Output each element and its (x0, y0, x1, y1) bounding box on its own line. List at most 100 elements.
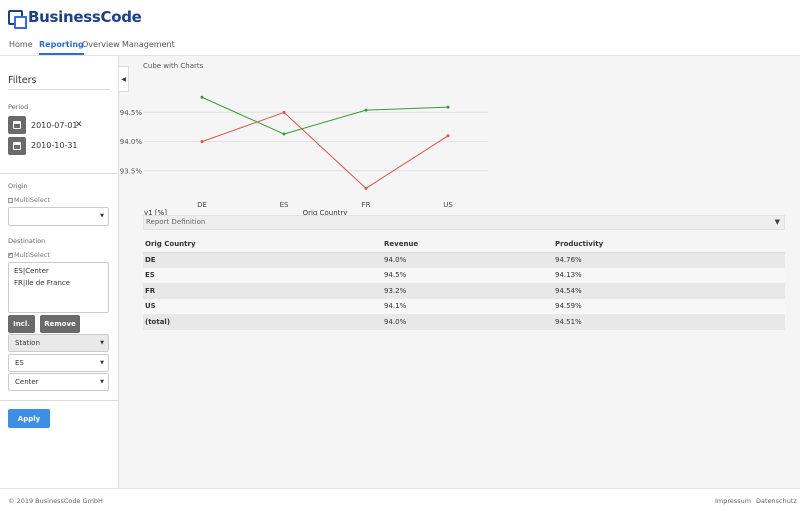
destination-multiselect-label: MultiSelect (14, 251, 50, 259)
line-chart: 94.5% 94.0% 93.5% DE ES FR US Orig Country y1 [%… (120, 95, 488, 217)
data-point (200, 95, 204, 99)
country-select-value: ES (15, 359, 24, 367)
checkbox-checked-icon: ✓ (8, 251, 13, 258)
apply-button[interactable]: Apply (8, 409, 50, 428)
origin-multiselect-checkbox[interactable]: MultiSelect (8, 196, 50, 204)
table-cell: 94.13% (553, 267, 785, 283)
clear-date-icon[interactable]: ✕ (75, 120, 83, 130)
nav-reporting[interactable]: Reporting (39, 40, 84, 55)
period-from-calendar-button[interactable] (8, 116, 26, 134)
chart-title: Cube with Charts (143, 62, 204, 70)
remove-button[interactable]: Remove (40, 315, 80, 333)
y-axis-label: y1 [%] (144, 209, 167, 217)
origin-label: Origin (8, 182, 28, 190)
y-tick-label: 93.5% (120, 167, 142, 175)
brand-name: BusinessCode (28, 8, 142, 26)
column-header[interactable]: Revenue (382, 236, 553, 253)
row-header: DE (143, 252, 382, 268)
filters-title: Filters (8, 75, 37, 86)
divider (0, 400, 118, 401)
x-tick-label: DE (197, 201, 207, 209)
data-point (364, 108, 368, 112)
origin-multiselect-label: MultiSelect (14, 196, 50, 204)
table-row: US 94.1% 94.59% (143, 298, 785, 314)
country-select[interactable]: ES ▼ (8, 354, 109, 372)
data-point (200, 140, 204, 144)
data-point (282, 110, 286, 114)
data-point (446, 105, 450, 109)
app-header: BusinessCode (0, 0, 800, 36)
data-point (446, 134, 450, 138)
report-definition-toggle[interactable]: Report Definition ▼ (143, 215, 785, 230)
series-line (201, 111, 449, 189)
y-tick-label: 94.5% (120, 109, 142, 117)
page-footer: © 2019 BusinessCode GmbH Impressum Daten… (0, 488, 800, 511)
table-cell: 94.51% (553, 314, 785, 330)
destination-multiselect-checkbox[interactable]: ✓ MultiSelect (8, 251, 50, 259)
chevron-left-icon: ◀ (121, 75, 126, 83)
table-row: ES 94.5% 94.13% (143, 267, 785, 283)
row-header: US (143, 298, 382, 314)
table-row: FR 93.2% 94.54% (143, 283, 785, 299)
chevron-down-icon: ▼ (100, 213, 104, 219)
y-tick-label: 94.0% (120, 138, 142, 146)
nav-overview[interactable]: Overview (82, 40, 120, 49)
data-table: Orig Country Revenue Productivity DE 94.… (143, 236, 785, 330)
destination-listbox[interactable]: ES|Center FR|Ile de France (8, 262, 109, 313)
table-cell: 94.5% (382, 267, 553, 283)
table-row: (total) 94.0% 94.51% (143, 314, 785, 330)
list-item[interactable]: FR|Ile de France (14, 279, 71, 287)
destination-label: Destination (8, 237, 46, 245)
divider (8, 89, 110, 90)
station-select-value: Station (15, 339, 40, 347)
data-point (282, 132, 286, 136)
table-cell: 93.2% (382, 283, 553, 299)
list-item[interactable]: ES|Center (14, 267, 49, 275)
series-line (201, 96, 449, 135)
table-row: DE 94.0% 94.76% (143, 252, 785, 268)
main-nav: Home Reporting Overview Management (0, 36, 800, 56)
table-cell: 94.76% (553, 252, 785, 268)
x-tick-label: US (443, 201, 453, 209)
row-header: ES (143, 267, 382, 283)
table-cell: 94.0% (382, 252, 553, 268)
copyright-text: © 2019 BusinessCode GmbH (8, 497, 103, 505)
period-to-calendar-button[interactable] (8, 137, 26, 155)
x-axis-label: Orig Country (303, 209, 348, 217)
period-label: Period (8, 103, 29, 111)
origin-select[interactable]: ▼ (8, 207, 109, 226)
x-tick-label: FR (362, 201, 371, 209)
collapse-sidebar-button[interactable]: ◀ (119, 66, 129, 92)
station-select[interactable]: Station ▼ (8, 334, 109, 352)
triangle-down-icon: ▼ (774, 218, 780, 226)
nav-management[interactable]: Management (122, 40, 175, 49)
period-from-value[interactable]: 2010-07-01 (31, 121, 78, 130)
checkbox-icon (8, 197, 13, 203)
calendar-icon (13, 142, 21, 150)
table-cell: 94.1% (382, 298, 553, 314)
chevron-down-icon: ▼ (100, 360, 104, 366)
report-definition-label: Report Definition (146, 218, 206, 226)
nav-home[interactable]: Home (9, 40, 33, 49)
period-to-value[interactable]: 2010-10-31 (31, 141, 78, 150)
row-header: FR (143, 283, 382, 299)
region-select[interactable]: Center ▼ (8, 373, 109, 391)
x-tick-label: ES (280, 201, 289, 209)
chevron-down-icon: ▼ (100, 340, 104, 346)
divider (0, 173, 118, 174)
data-point (364, 186, 368, 190)
chevron-down-icon: ▼ (100, 379, 104, 385)
table-cell: 94.0% (382, 314, 553, 330)
include-button[interactable]: Incl. (8, 315, 35, 333)
row-header: (total) (143, 314, 382, 330)
column-header[interactable]: Productivity (553, 236, 785, 253)
column-header[interactable]: Orig Country (143, 236, 382, 253)
datenschutz-link[interactable]: Datenschutz (756, 497, 797, 505)
brand-logo[interactable]: BusinessCode (8, 8, 142, 29)
region-select-value: Center (15, 378, 39, 386)
table-cell: 94.54% (553, 283, 785, 299)
logo-icon (8, 9, 27, 29)
table-cell: 94.59% (553, 298, 785, 314)
calendar-icon (13, 121, 21, 129)
impressum-link[interactable]: Impressum (715, 497, 752, 505)
